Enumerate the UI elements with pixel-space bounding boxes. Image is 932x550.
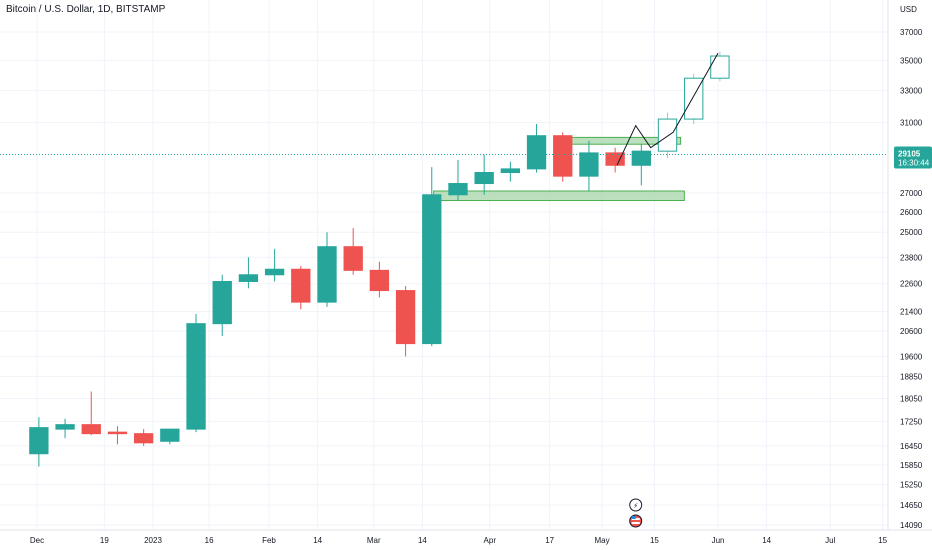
time-tick-label: 14 — [762, 536, 771, 545]
candle-body — [369, 269, 390, 292]
candle-body — [160, 428, 180, 442]
price-tick-label: 22600 — [900, 280, 923, 289]
candle-body — [291, 268, 311, 303]
time-tick-label: Jul — [825, 536, 835, 545]
time-tick-label: 15 — [650, 536, 659, 545]
price-tick-label: 25000 — [900, 228, 923, 237]
support-zone — [433, 190, 685, 202]
time-tick-label: Dec — [30, 536, 44, 545]
candle-body — [605, 152, 625, 166]
time-tick-label: 14 — [313, 536, 322, 545]
time-tick-label: May — [594, 536, 609, 545]
candle-body — [526, 135, 547, 170]
price-tick-label: 14650 — [900, 501, 923, 510]
candle-body — [343, 246, 363, 271]
flag-canton — [631, 516, 636, 519]
time-tick-label: Mar — [367, 536, 381, 545]
candle-body — [264, 268, 285, 276]
price-tick-label: 16450 — [900, 442, 923, 451]
candle-body — [631, 150, 651, 166]
candle-body — [212, 280, 232, 325]
price-tick-label: 31000 — [900, 118, 923, 127]
time-tick-label: 16 — [205, 536, 214, 545]
time-tick-label: Apr — [484, 536, 497, 545]
current-price-badge-bg — [894, 146, 932, 169]
price-axis[interactable]: 37000 35000 33000 31000 27000 26000 25000 23800… — [900, 28, 923, 530]
time-axis[interactable]: Dec 19 2023 16 Feb 14 Mar 14 Apr 17 May 15 Jun 14 Jul 1… — [30, 536, 888, 545]
candle-body — [186, 323, 206, 430]
price-tick-label: 15850 — [900, 461, 923, 470]
time-tick-label: 2023 — [144, 536, 162, 545]
chart-title: Bitcoin / U.S. Dollar, 1D, BITSTAMP — [6, 4, 166, 15]
price-tick-label: 27000 — [900, 189, 923, 198]
candle-body — [553, 135, 573, 177]
price-tick-label: 18850 — [900, 372, 923, 381]
time-tick-label: 15 — [878, 536, 887, 545]
bar-countdown: 16:30:44 — [898, 159, 930, 168]
projection-path — [616, 52, 719, 166]
projection-layer — [616, 52, 719, 166]
price-tick-label: 26000 — [900, 208, 923, 217]
price-tick-label: 35000 — [900, 56, 923, 65]
candle-body — [448, 183, 468, 196]
current-price-value: 29105 — [898, 150, 921, 159]
price-tick-label: 14090 — [900, 521, 923, 530]
price-tick-label: 21400 — [900, 308, 923, 317]
current-price-badge: 29105 16:30:44 — [894, 146, 932, 169]
candle-body — [710, 55, 730, 79]
candle-body — [133, 433, 154, 444]
time-tick-label: 17 — [545, 536, 554, 545]
flag-stripe — [631, 522, 640, 524]
candle-body — [579, 152, 599, 177]
time-tick-label: 14 — [418, 536, 427, 545]
price-tick-label: 17250 — [900, 418, 923, 427]
candle-body — [422, 194, 442, 345]
price-tick-label: 18050 — [900, 395, 923, 404]
lightning-glyph: ⚡ — [633, 502, 638, 510]
event-markers[interactable]: ⚡ — [629, 498, 643, 528]
candle-body — [81, 424, 101, 435]
candle-body — [29, 427, 49, 455]
price-tick-label: 15250 — [900, 481, 923, 490]
candles-layer — [29, 51, 730, 467]
candle-body — [317, 246, 337, 303]
price-tick-label: 19600 — [900, 352, 923, 361]
candle-body — [55, 424, 75, 430]
price-tick-label: 23800 — [900, 253, 923, 262]
candle-body — [500, 168, 521, 174]
price-tick-label: 20600 — [900, 327, 923, 336]
candle-body — [395, 290, 416, 345]
time-tick-label: Jun — [712, 536, 725, 545]
time-tick-label: Feb — [262, 536, 276, 545]
candle-body — [107, 431, 128, 435]
time-tick-label: 19 — [100, 536, 109, 545]
candle-body — [657, 118, 678, 152]
lightning-icon[interactable] — [629, 498, 643, 512]
chart-grid — [0, 0, 888, 530]
price-tick-label: 33000 — [900, 86, 923, 95]
price-unit-label: USD — [900, 5, 917, 14]
price-tick-label: 37000 — [900, 28, 923, 37]
candle-body — [474, 172, 494, 185]
candle-body — [238, 274, 259, 282]
